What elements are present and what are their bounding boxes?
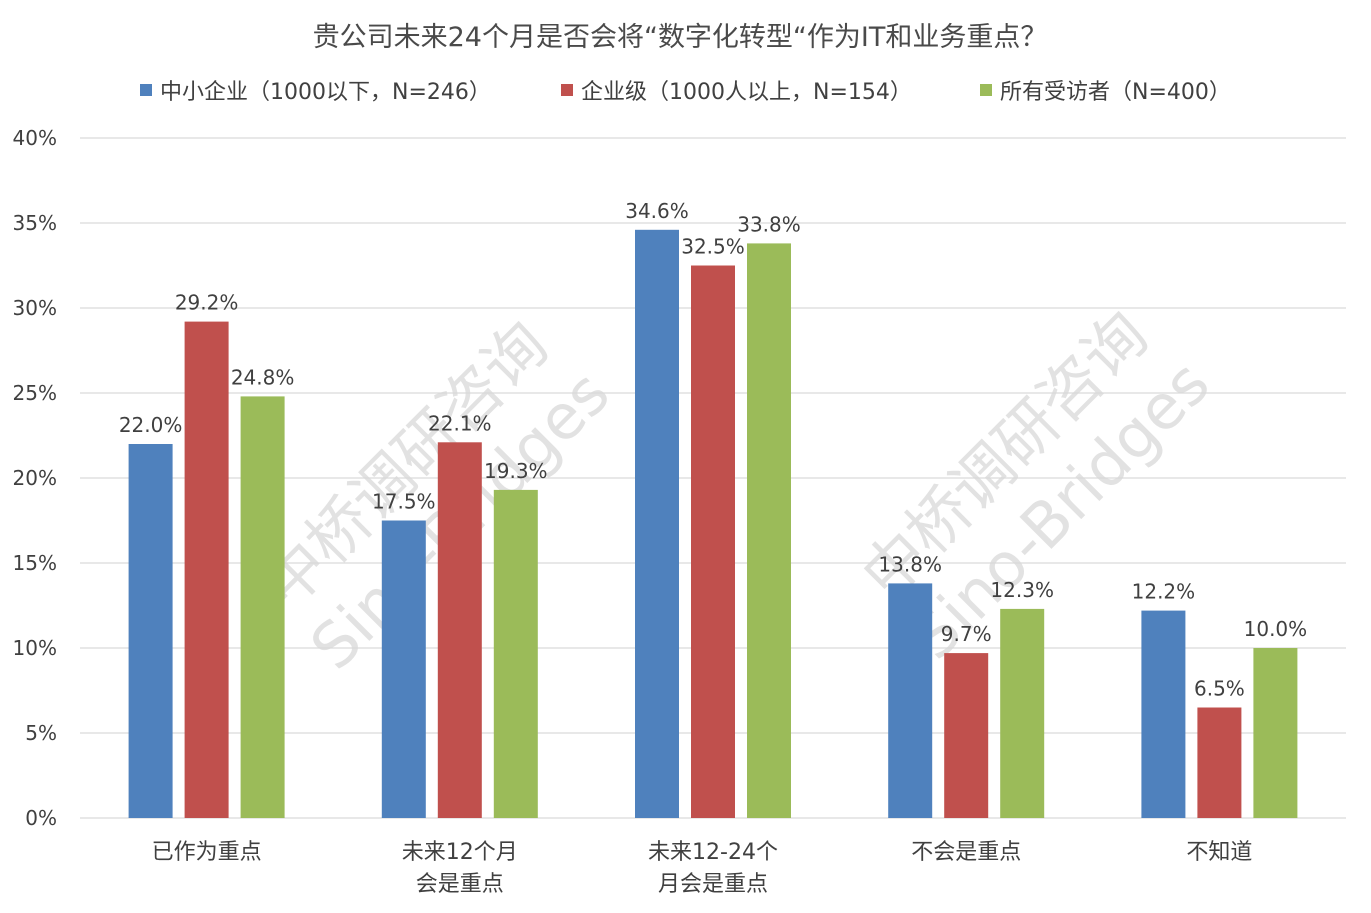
bar <box>437 442 482 818</box>
y-tick-label: 15% <box>13 551 57 575</box>
bar <box>1000 608 1045 818</box>
x-category-label: 已作为重点 <box>152 840 262 865</box>
x-category-label: 未来12-24个 <box>648 840 778 865</box>
bar <box>888 583 933 818</box>
y-axis-ticks: 0% 5% 10% 15% 20% 25% 30% 35% 40% <box>13 126 57 830</box>
data-label: 6.5% <box>1194 677 1245 701</box>
data-label: 32.5% <box>681 235 745 259</box>
x-category-label: 会是重点 <box>416 872 504 897</box>
y-tick-label: 25% <box>13 381 57 405</box>
y-tick-label: 40% <box>13 126 57 150</box>
data-label: 22.1% <box>428 411 492 435</box>
data-label: 9.7% <box>941 622 992 646</box>
legend-swatch <box>980 84 992 96</box>
legend-label: 企业级（1000人以上，N=154） <box>581 80 912 105</box>
y-tick-label: 5% <box>25 721 57 745</box>
y-tick-label: 10% <box>13 636 57 660</box>
data-label: 10.0% <box>1244 617 1308 641</box>
x-category-label: 不知道 <box>1186 840 1252 865</box>
bar <box>128 444 173 818</box>
bar <box>691 265 735 818</box>
bar <box>1197 707 1242 818</box>
bar <box>1253 648 1298 818</box>
data-label: 13.8% <box>878 552 942 576</box>
bar <box>493 489 538 818</box>
data-label: 12.3% <box>990 578 1054 602</box>
data-labels: 22.0% 29.2% 24.8% 17.5% 22.1% 19.3% 34.6% 32.5%… <box>119 199 1307 701</box>
data-label: 29.2% <box>175 291 239 315</box>
data-label: 22.0% <box>119 413 183 437</box>
bar <box>635 229 679 819</box>
bar <box>240 396 285 818</box>
x-category-label: 月会是重点 <box>658 872 768 897</box>
bar <box>747 243 791 818</box>
bar <box>184 321 229 818</box>
data-label: 34.6% <box>625 199 689 223</box>
chart-title: 贵公司未来24个月是否会将“数字化转型“作为IT和业务重点？ <box>313 22 1048 53</box>
legend-label: 中小企业（1000以下，N=246） <box>160 80 491 105</box>
y-tick-label: 35% <box>13 211 57 235</box>
bar <box>1141 610 1186 818</box>
data-label: 33.8% <box>737 212 801 236</box>
bar <box>381 520 426 818</box>
legend-swatch <box>140 84 152 96</box>
y-tick-label: 20% <box>13 466 57 490</box>
legend: 中小企业（1000以下，N=246） 企业级（1000人以上，N=154） 所有受访… <box>140 80 1231 105</box>
x-category-label: 未来12个月 <box>402 840 518 865</box>
data-label: 17.5% <box>372 490 436 514</box>
data-label: 19.3% <box>484 459 548 483</box>
legend-label: 所有受访者（N=400） <box>1000 80 1231 105</box>
bar <box>944 653 989 818</box>
data-label: 24.8% <box>231 365 295 389</box>
y-tick-label: 30% <box>13 296 57 320</box>
bars <box>128 229 1298 819</box>
data-label: 12.2% <box>1132 580 1196 604</box>
y-tick-label: 0% <box>25 806 57 830</box>
legend-swatch <box>561 84 573 96</box>
x-category-label: 不会是重点 <box>911 840 1021 865</box>
